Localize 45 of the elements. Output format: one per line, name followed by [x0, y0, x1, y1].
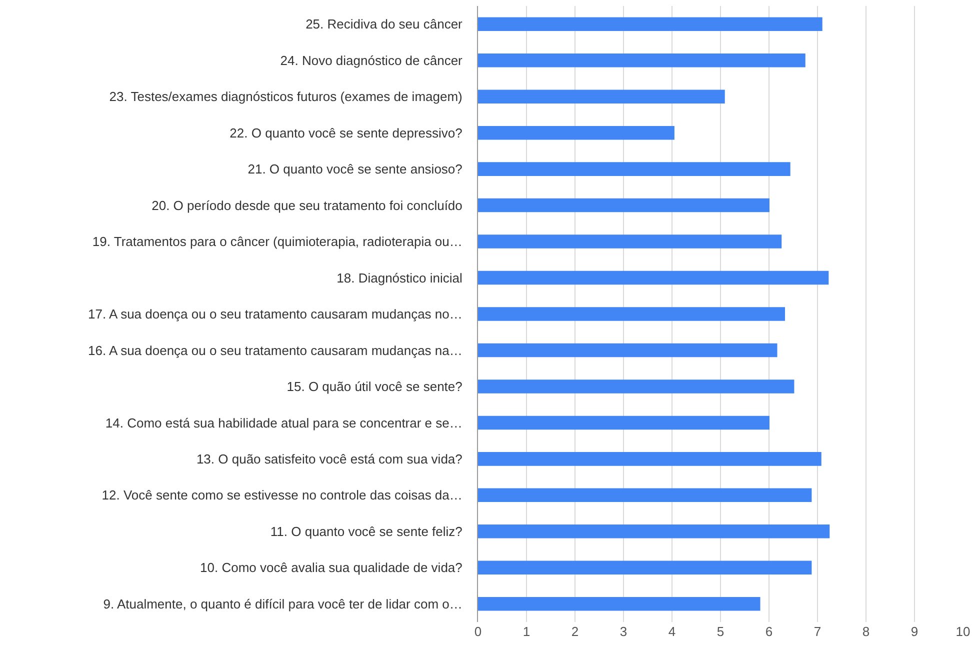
bar: [478, 53, 806, 68]
bar: [478, 380, 794, 394]
y-tick-label: 13. O quão satisfeito você está com sua vida?: [196, 451, 462, 466]
x-tick-label: 7: [814, 624, 822, 639]
x-tick-label: 5: [716, 624, 724, 639]
bar: [478, 270, 829, 285]
bar: [478, 416, 770, 430]
bar: [478, 452, 822, 466]
bar: [478, 234, 782, 248]
y-tick-label: 21. O quanto você se sente ansioso?: [248, 162, 462, 177]
bar: [478, 488, 812, 502]
y-tick-label: 17. A sua doença ou o seu tratamento causaram mudanças no…: [88, 306, 462, 322]
x-tick-label: 4: [668, 624, 676, 639]
y-tick-label: 15. O quão útil você se sente?: [286, 379, 462, 394]
bar: [478, 126, 674, 140]
bar: [478, 524, 830, 538]
x-tick-label: 3: [620, 624, 628, 639]
x-tick-label: 2: [571, 624, 579, 639]
y-tick-label: 12. Você sente como se estivesse no controle das coisas da…: [102, 488, 462, 503]
bar: [478, 162, 790, 176]
bar: [478, 597, 760, 611]
y-tick-label: 24. Novo diagnóstico de câncer: [280, 52, 464, 68]
bar: [478, 90, 725, 104]
y-tick-label: 9. Atualmente, o quanto é difícil para você ter de lidar com o…: [103, 596, 462, 612]
y-tick-label: 19. Tratamentos para o câncer (quimioterapia, radioterapia ou…: [92, 234, 462, 250]
y-tick-label: 23. Testes/exames diagnósticos futuros (exames de imagem): [109, 89, 462, 104]
bar: [478, 198, 770, 212]
y-tick-label: 20. O período desde que seu tratamento foi concluído: [152, 198, 462, 213]
x-tick-label: 6: [765, 624, 773, 639]
bar: [478, 17, 822, 31]
y-tick-label: 18. Diagnóstico inicial: [336, 270, 463, 286]
bar: [478, 560, 812, 575]
y-tick-label: 14. Como está sua habilidade atual para se concentrar e se…: [105, 415, 462, 430]
bar: [478, 343, 778, 358]
x-tick-label: 0: [474, 624, 482, 639]
x-tick-label: 8: [862, 624, 870, 639]
x-tick-label: 1: [522, 624, 530, 639]
bar: [478, 307, 786, 321]
y-tick-label: 16. A sua doença ou o seu tratamento causaram mudanças na…: [88, 342, 462, 358]
y-tick-label: 11. O quanto você se sente feliz?: [270, 524, 462, 539]
y-tick-label: 10. Como você avalia sua qualidade de vida?: [200, 560, 462, 576]
y-tick-label: 25. Recidiva do seu câncer: [306, 16, 464, 32]
y-tick-label: 22. O quanto você se sente depressivo?: [230, 125, 462, 140]
x-tick-label: 10: [956, 624, 970, 639]
x-tick-label: 9: [910, 624, 918, 639]
